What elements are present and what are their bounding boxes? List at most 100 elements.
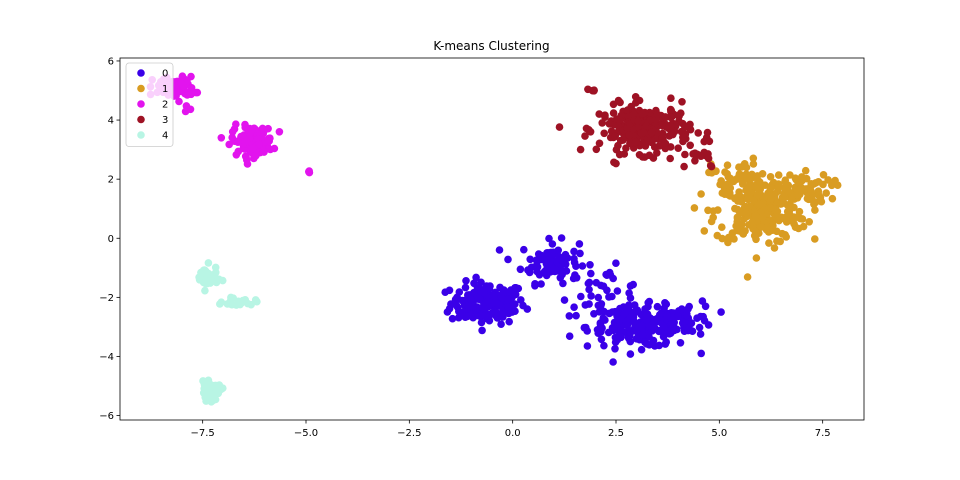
point-cluster-3 <box>634 117 642 125</box>
point-cluster-3 <box>639 128 648 137</box>
point-cluster-0 <box>594 329 602 338</box>
point-cluster-2 <box>255 140 263 148</box>
plot-frame <box>119 57 865 421</box>
point-cluster-3 <box>658 133 667 142</box>
y-tick-label: 6 <box>108 56 114 67</box>
legend-label: 0 <box>162 69 168 80</box>
point-cluster-4 <box>206 394 214 403</box>
point-cluster-1 <box>824 176 832 184</box>
point-cluster-0 <box>601 316 609 324</box>
point-cluster-3 <box>667 113 675 122</box>
point-cluster-3 <box>694 129 702 137</box>
point-cluster-1 <box>726 192 734 200</box>
point-cluster-0 <box>611 345 619 353</box>
point-cluster-0 <box>546 268 554 276</box>
point-cluster-0 <box>585 285 593 294</box>
point-cluster-0 <box>497 320 505 329</box>
point-cluster-1 <box>765 239 773 247</box>
point-cluster-0 <box>594 293 603 302</box>
point-cluster-4 <box>251 296 260 304</box>
point-cluster-1 <box>770 244 779 252</box>
point-cluster-2 <box>234 138 242 146</box>
point-cluster-3 <box>681 123 689 131</box>
point-cluster-1 <box>697 190 705 198</box>
point-cluster-0 <box>560 296 569 304</box>
point-cluster-2 <box>232 151 241 159</box>
point-cluster-0 <box>620 310 628 319</box>
point-cluster-1 <box>799 222 808 231</box>
point-cluster-0 <box>498 294 506 303</box>
point-cluster-4 <box>200 380 209 389</box>
point-cluster-0 <box>608 292 616 301</box>
point-cluster-3 <box>609 109 618 117</box>
point-cluster-0 <box>470 279 478 288</box>
point-cluster-1 <box>729 234 738 243</box>
point-cluster-1 <box>755 200 764 209</box>
point-cluster-0 <box>650 316 658 324</box>
point-cluster-4 <box>201 286 209 295</box>
point-cluster-0 <box>587 269 595 278</box>
legend-label: 3 <box>162 115 168 126</box>
point-cluster-0 <box>641 305 649 313</box>
x-tick-label: −7.5 <box>191 428 215 439</box>
point-cluster-4 <box>216 300 224 308</box>
point-cluster-0 <box>697 349 705 358</box>
point-cluster-3 <box>661 139 670 148</box>
point-cluster-2 <box>175 97 183 106</box>
point-cluster-0 <box>477 278 485 287</box>
point-cluster-1 <box>766 173 775 181</box>
legend-label: 2 <box>162 100 168 111</box>
point-cluster-1 <box>765 226 774 234</box>
point-cluster-0 <box>472 273 480 282</box>
point-cluster-3 <box>625 131 634 139</box>
point-cluster-0 <box>617 333 625 342</box>
point-cluster-1 <box>807 180 815 188</box>
point-cluster-3 <box>595 110 603 118</box>
point-cluster-0 <box>583 342 592 350</box>
point-cluster-3 <box>691 157 699 165</box>
point-cluster-0 <box>609 274 617 283</box>
point-cluster-0 <box>531 282 539 290</box>
point-cluster-1 <box>791 223 800 231</box>
point-cluster-3 <box>627 102 635 111</box>
point-cluster-1 <box>743 273 752 281</box>
point-cluster-0 <box>505 317 513 326</box>
point-cluster-0 <box>623 321 632 329</box>
point-cluster-1 <box>746 182 755 190</box>
point-cluster-0 <box>645 297 654 306</box>
point-cluster-0 <box>473 295 481 303</box>
point-cluster-3 <box>631 138 640 146</box>
point-cluster-3 <box>615 150 624 159</box>
point-cluster-0 <box>684 326 692 335</box>
point-cluster-1 <box>814 178 823 186</box>
point-cluster-0 <box>463 312 471 321</box>
point-cluster-3 <box>697 152 705 160</box>
point-cluster-3 <box>641 142 650 150</box>
point-cluster-0 <box>572 262 580 271</box>
y-tick-label: 0 <box>108 234 114 245</box>
legend-frame <box>125 62 174 147</box>
point-cluster-0 <box>625 334 633 343</box>
point-cluster-1 <box>831 176 839 185</box>
point-cluster-3 <box>612 159 620 168</box>
point-cluster-0 <box>676 339 685 347</box>
point-cluster-0 <box>638 331 647 339</box>
point-cluster-3 <box>681 150 689 159</box>
point-cluster-3 <box>667 122 675 131</box>
point-cluster-0 <box>493 313 501 321</box>
point-cluster-3 <box>600 129 608 138</box>
point-cluster-1 <box>774 171 783 179</box>
point-cluster-3 <box>653 110 662 119</box>
point-cluster-2 <box>192 88 200 97</box>
point-cluster-1 <box>713 231 722 240</box>
point-cluster-0 <box>504 303 512 311</box>
point-cluster-0 <box>626 294 635 302</box>
point-cluster-2 <box>243 156 251 164</box>
point-cluster-0 <box>600 341 608 350</box>
point-cluster-3 <box>582 124 591 133</box>
point-cluster-1 <box>758 213 767 221</box>
point-cluster-1 <box>785 209 793 218</box>
y-tick-label: 2 <box>108 175 114 186</box>
x-tick-label: 2.5 <box>608 428 624 439</box>
point-cluster-0 <box>520 245 528 254</box>
